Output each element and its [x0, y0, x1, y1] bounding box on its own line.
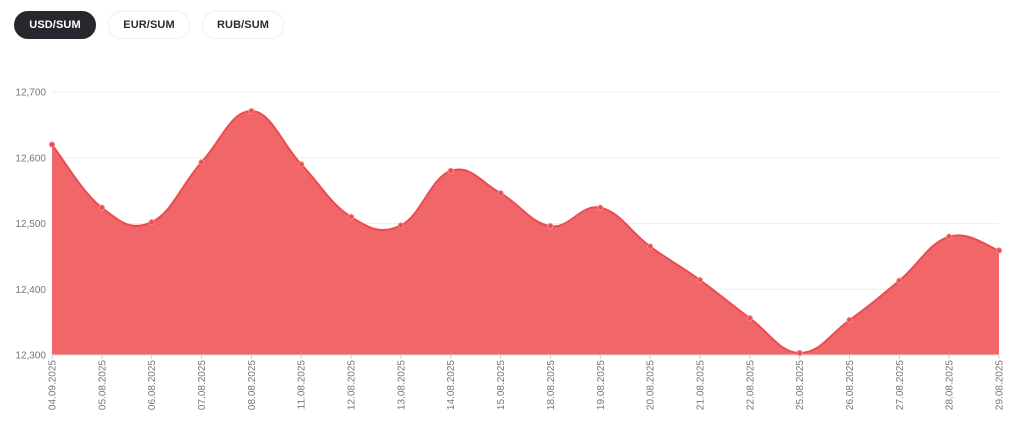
data-point [946, 233, 953, 240]
exchange-rate-chart: 12,300 12,400 12,500 12,600 12,700 04.09.2025… [0, 60, 1024, 422]
y-tick-label: 12,700 [15, 88, 46, 99]
data-point [98, 204, 105, 211]
data-point [746, 315, 753, 322]
x-tick-label: 14.08.2025 [446, 360, 457, 410]
data-point [298, 161, 305, 168]
data-point [347, 213, 355, 221]
y-tick-label: 12,500 [15, 219, 46, 230]
data-point [597, 204, 604, 211]
data-point [796, 349, 803, 357]
data-point [447, 167, 454, 175]
data-point [696, 276, 704, 284]
y-tick-label: 12,400 [15, 285, 46, 296]
data-point [248, 107, 255, 115]
x-tick-label: 04.09.2025 [48, 360, 59, 410]
data-point [198, 159, 205, 166]
x-tick-label: 18.08.2025 [546, 360, 557, 410]
tab-eur-sum[interactable]: EUR/SUM [108, 11, 190, 39]
x-tick-label: 05.08.2025 [97, 360, 108, 410]
y-tick-label: 12,300 [15, 351, 46, 362]
x-tick-label: 26.08.2025 [845, 360, 856, 410]
x-tick-label: 19.08.2025 [596, 360, 607, 410]
data-point [547, 223, 554, 230]
data-point [497, 190, 504, 197]
data-point [48, 141, 56, 148]
x-tick-label: 27.08.2025 [895, 360, 906, 410]
chart-svg: 12,300 12,400 12,500 12,600 12,700 04.09.2025… [15, 88, 1006, 411]
x-tick-label: 13.08.2025 [396, 360, 407, 410]
x-tick-label: 07.08.2025 [197, 360, 208, 410]
x-tick-label: 11.08.2025 [297, 360, 308, 410]
x-tick-label: 08.08.2025 [247, 360, 258, 410]
x-tick-label: 15.08.2025 [496, 360, 507, 410]
x-tick-label: 28.08.2025 [945, 360, 956, 410]
x-tick-label: 25.08.2025 [795, 360, 806, 410]
data-point [647, 243, 654, 250]
data-point [896, 277, 903, 284]
x-tick-label: 21.08.2025 [695, 360, 706, 410]
x-tick-label: 12.08.2025 [347, 360, 358, 410]
data-point [846, 317, 853, 324]
data-point [148, 219, 155, 226]
tab-rub-sum[interactable]: RUB/SUM [202, 11, 284, 39]
tab-usd-sum[interactable]: USD/SUM [14, 11, 96, 39]
x-tick-label: 29.08.2025 [995, 360, 1006, 410]
data-point [397, 222, 404, 229]
series-area [52, 111, 999, 355]
currency-tabs: USD/SUM EUR/SUM RUB/SUM [14, 11, 284, 39]
data-point [995, 247, 1003, 254]
x-tick-label: 22.08.2025 [745, 360, 756, 410]
x-tick-label: 20.08.2025 [646, 360, 657, 410]
x-tick-label: 06.08.2025 [147, 360, 158, 410]
y-tick-label: 12,600 [15, 153, 46, 164]
